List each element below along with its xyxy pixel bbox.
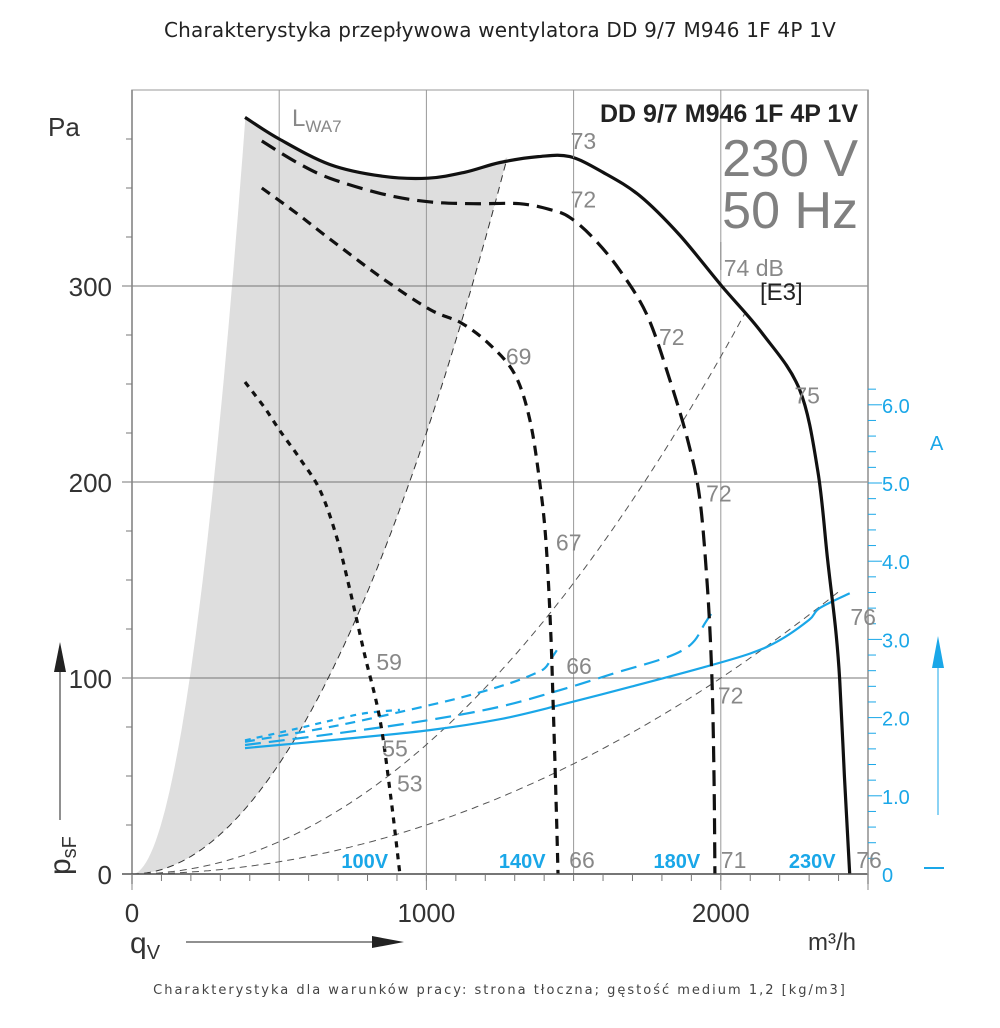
footer-note: Charakterystyka dla warunków pracy: stro… [153, 983, 847, 998]
speed-label-230v: 230V [789, 851, 836, 873]
y-axis-arrow-icon [54, 642, 66, 672]
x-tick-label: 2000 [692, 898, 750, 928]
speed-label-100v: 100V [341, 851, 388, 873]
sound-level-label: 59 [376, 649, 402, 675]
y-tick-label: 300 [69, 272, 112, 302]
lwa-region [132, 117, 508, 874]
x-unit-label: m³/h [808, 929, 856, 956]
pressure-curve-180v [260, 139, 717, 875]
sound-level-label: 72 [718, 682, 744, 708]
y2-tick-label: 5.0 [882, 474, 910, 496]
model-label: DD 9/7 M946 1F 4P 1V [600, 100, 858, 128]
energy-class-label: [E3] [760, 279, 803, 306]
sound-level-label: 75 [794, 383, 820, 409]
voltage-label: 230 V [722, 130, 858, 188]
y2-tick-label: 4.0 [882, 552, 910, 574]
y2-tick-label: 0 [882, 865, 893, 887]
current-curve-180v [244, 612, 713, 747]
y-tick-label: 100 [69, 664, 112, 694]
sound-level-label: 72 [659, 324, 685, 350]
y-unit-label: Pa [48, 112, 80, 142]
annotations: 73 72 74 dB 72 69 75 72 67 76 59 66 72 55 53 66 71 76 100… [341, 128, 881, 873]
y-axis-label: psF [44, 836, 81, 875]
y2-tick-label: 2.0 [882, 709, 910, 731]
sound-level-label: 69 [506, 343, 532, 369]
sound-level-label: 66 [569, 847, 595, 873]
pressure-curve-140v [260, 186, 560, 875]
speed-label-180v: 180V [653, 851, 700, 873]
current-curve-230v [244, 592, 851, 750]
y2-tick-label: 1.0 [882, 787, 910, 809]
y2-axis-arrow-icon [932, 636, 944, 668]
frequency-label: 50 Hz [722, 182, 858, 240]
x-axis-arrow-icon [372, 936, 404, 948]
axes: 0 1000 2000 0 100 200 300 0 1.0 2.0 3.0 4.0 5.0 6.0 [54, 90, 944, 948]
lwa-shaded-area [132, 117, 508, 874]
sound-level-label: 72 [706, 481, 732, 507]
sound-level-label: 73 [571, 128, 597, 154]
pressure-curves [243, 116, 852, 875]
y-tick-label: 0 [98, 860, 112, 890]
sound-level-label: 76 [856, 847, 882, 873]
y-tick-label: 200 [69, 468, 112, 498]
current-curve-140v [244, 649, 558, 743]
x-tick-label: 1000 [397, 898, 455, 928]
system-curve [132, 591, 839, 875]
system-curves [132, 162, 839, 875]
x-axis-label: qV [130, 927, 161, 964]
sound-level-label: 74 dB [724, 255, 784, 281]
lwa-label-sub: WA7 [305, 117, 341, 136]
x-axis-label-sub: V [147, 942, 161, 964]
sound-level-label: 76 [850, 604, 876, 630]
sound-level-label: 67 [556, 530, 582, 556]
sound-level-label: 72 [571, 187, 597, 213]
y2-tick-label: 6.0 [882, 396, 910, 418]
chart-title: Charakterystyka przepływowa wentylatora … [164, 18, 836, 42]
sound-level-label: 71 [721, 847, 747, 873]
sound-level-label: 66 [566, 653, 592, 679]
system-curve [132, 162, 507, 875]
y2-unit-label: A [930, 433, 944, 455]
x-tick-label: 0 [125, 898, 139, 928]
pressure-curve-230v [244, 116, 852, 875]
sound-level-label: 53 [397, 771, 423, 797]
y2-tick-label: 3.0 [882, 630, 910, 652]
lwa-label: LWA7 [292, 105, 342, 136]
speed-label-140v: 140V [499, 851, 546, 873]
y-axis-label-sub: sF [59, 836, 81, 858]
sound-level-label: 55 [382, 735, 408, 761]
labels: DD 9/7 M946 1F 4P 1V 230 V 50 Hz [E3] LW… [44, 100, 944, 964]
